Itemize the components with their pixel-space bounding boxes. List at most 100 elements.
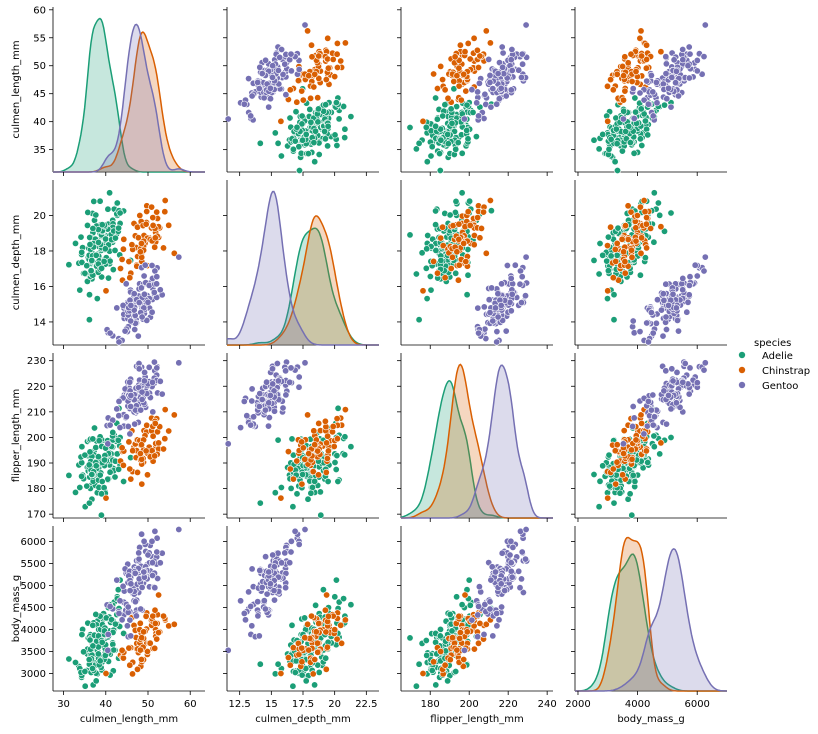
point-adelie bbox=[317, 511, 325, 519]
point-chinstrap bbox=[301, 455, 309, 463]
point-chinstrap bbox=[321, 417, 329, 425]
point-chinstrap bbox=[134, 234, 142, 242]
point-gentoo bbox=[493, 338, 501, 346]
point-chinstrap bbox=[641, 208, 649, 216]
point-chinstrap bbox=[620, 427, 628, 435]
point-chinstrap bbox=[324, 64, 332, 72]
panel-body_mass_g-vs-flipper_length_mm bbox=[571, 353, 727, 522]
point-adelie bbox=[406, 634, 414, 642]
point-chinstrap bbox=[439, 242, 447, 250]
point-gentoo bbox=[132, 612, 140, 620]
point-adelie bbox=[447, 105, 455, 113]
point-chinstrap bbox=[307, 612, 315, 620]
kde-line-gentoo bbox=[53, 23, 205, 173]
point-adelie bbox=[81, 667, 89, 675]
y-tick-label: 190 bbox=[27, 459, 46, 470]
point-chinstrap bbox=[476, 52, 484, 60]
point-adelie bbox=[96, 471, 104, 479]
point-adelie bbox=[644, 458, 652, 466]
point-chinstrap bbox=[119, 654, 127, 662]
point-chinstrap bbox=[627, 208, 635, 216]
point-gentoo bbox=[700, 267, 708, 275]
point-chinstrap bbox=[118, 255, 126, 263]
point-gentoo bbox=[116, 597, 124, 605]
point-adelie bbox=[298, 671, 306, 679]
point-gentoo bbox=[144, 298, 152, 306]
point-gentoo bbox=[261, 406, 269, 414]
point-gentoo bbox=[140, 537, 148, 545]
point-gentoo bbox=[489, 632, 497, 640]
x-tick-label: 50 bbox=[142, 699, 155, 710]
point-gentoo bbox=[507, 56, 515, 64]
point-gentoo bbox=[127, 580, 135, 588]
point-gentoo bbox=[495, 616, 503, 624]
point-adelie bbox=[78, 443, 86, 451]
point-gentoo bbox=[667, 103, 675, 111]
point-gentoo bbox=[518, 548, 526, 556]
point-chinstrap bbox=[450, 78, 458, 86]
y-axis-title: body_mass_g bbox=[11, 575, 22, 642]
panel-body_mass_g-vs-culmen_length_mm bbox=[571, 7, 727, 176]
point-adelie bbox=[604, 233, 612, 241]
point-gentoo bbox=[149, 378, 157, 386]
point-adelie bbox=[299, 470, 307, 478]
point-chinstrap bbox=[324, 612, 332, 620]
x-tick-label: 4000 bbox=[625, 699, 650, 710]
point-chinstrap bbox=[144, 471, 152, 479]
point-gentoo bbox=[130, 290, 138, 298]
point-adelie bbox=[324, 122, 332, 130]
point-chinstrap bbox=[312, 628, 320, 636]
point-adelie bbox=[415, 139, 423, 147]
point-adelie bbox=[423, 158, 431, 166]
point-chinstrap bbox=[277, 117, 285, 125]
point-adelie bbox=[629, 471, 637, 479]
point-gentoo bbox=[137, 406, 145, 414]
point-chinstrap bbox=[333, 415, 341, 423]
y-tick-label: 220 bbox=[27, 382, 46, 393]
point-chinstrap bbox=[314, 94, 322, 102]
point-adelie bbox=[458, 149, 466, 157]
point-gentoo bbox=[494, 290, 502, 298]
point-adelie bbox=[614, 224, 622, 232]
point-adelie bbox=[424, 232, 432, 240]
point-adelie bbox=[427, 286, 435, 294]
point-gentoo bbox=[265, 399, 273, 407]
point-gentoo bbox=[127, 317, 135, 325]
point-chinstrap bbox=[624, 59, 632, 67]
point-gentoo bbox=[522, 525, 530, 533]
point-adelie bbox=[458, 189, 466, 197]
point-chinstrap bbox=[441, 274, 449, 282]
legend-label-gentoo: Gentoo bbox=[762, 381, 798, 392]
point-gentoo bbox=[640, 430, 648, 438]
point-chinstrap bbox=[628, 253, 636, 261]
point-gentoo bbox=[662, 53, 670, 61]
point-gentoo bbox=[104, 630, 112, 638]
point-adelie bbox=[83, 262, 91, 270]
point-gentoo bbox=[636, 328, 644, 336]
point-gentoo bbox=[619, 115, 627, 123]
point-chinstrap bbox=[441, 86, 449, 94]
point-chinstrap bbox=[638, 419, 646, 427]
point-chinstrap bbox=[430, 257, 438, 265]
point-gentoo bbox=[153, 273, 161, 281]
point-gentoo bbox=[493, 100, 501, 108]
point-adelie bbox=[341, 134, 349, 142]
point-gentoo bbox=[268, 73, 276, 81]
point-chinstrap bbox=[657, 439, 665, 447]
point-chinstrap bbox=[437, 62, 445, 70]
point-gentoo bbox=[137, 284, 145, 292]
point-gentoo bbox=[693, 56, 701, 64]
point-chinstrap bbox=[329, 55, 337, 63]
point-gentoo bbox=[516, 280, 524, 288]
point-chinstrap bbox=[146, 639, 154, 647]
point-gentoo bbox=[460, 646, 468, 654]
point-gentoo bbox=[686, 273, 694, 281]
point-gentoo bbox=[245, 588, 253, 596]
point-adelie bbox=[78, 472, 86, 480]
point-chinstrap bbox=[286, 661, 294, 669]
point-adelie bbox=[422, 636, 430, 644]
point-gentoo bbox=[122, 413, 130, 421]
point-chinstrap bbox=[277, 494, 285, 502]
point-adelie bbox=[650, 432, 658, 440]
